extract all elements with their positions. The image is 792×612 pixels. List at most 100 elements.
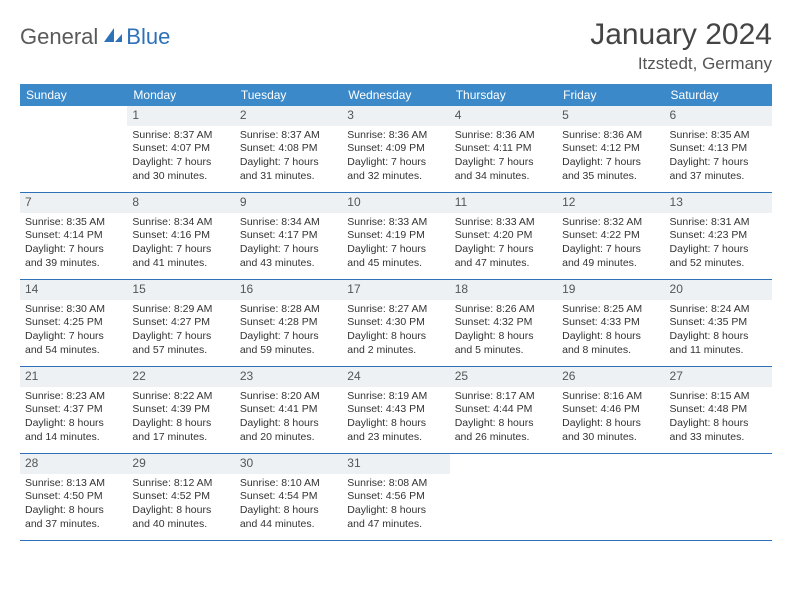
day-line: Sunrise: 8:17 AM: [455, 390, 552, 404]
day-line: Sunset: 4:35 PM: [670, 316, 767, 330]
week-row: 21Sunrise: 8:23 AMSunset: 4:37 PMDayligh…: [20, 367, 772, 454]
day-line: Sunrise: 8:08 AM: [347, 477, 444, 491]
day-line: and 23 minutes.: [347, 431, 444, 445]
day-line: and 35 minutes.: [562, 170, 659, 184]
day-line: and 40 minutes.: [132, 518, 229, 532]
day-content: Sunrise: 8:37 AMSunset: 4:07 PMDaylight:…: [127, 129, 234, 189]
day-cell: 26Sunrise: 8:16 AMSunset: 4:46 PMDayligh…: [557, 367, 664, 453]
weekday-label: Friday: [557, 84, 664, 106]
day-content: Sunrise: 8:28 AMSunset: 4:28 PMDaylight:…: [235, 303, 342, 363]
day-line: Sunset: 4:25 PM: [25, 316, 122, 330]
day-line: Daylight: 8 hours: [455, 417, 552, 431]
day-content: Sunrise: 8:36 AMSunset: 4:11 PMDaylight:…: [450, 129, 557, 189]
day-line: Sunset: 4:48 PM: [670, 403, 767, 417]
day-line: Sunrise: 8:37 AM: [240, 129, 337, 143]
day-line: and 54 minutes.: [25, 344, 122, 358]
day-content: Sunrise: 8:37 AMSunset: 4:08 PMDaylight:…: [235, 129, 342, 189]
day-content: Sunrise: 8:35 AMSunset: 4:14 PMDaylight:…: [20, 216, 127, 276]
day-line: Sunrise: 8:15 AM: [670, 390, 767, 404]
day-content: Sunrise: 8:23 AMSunset: 4:37 PMDaylight:…: [20, 390, 127, 450]
day-line: Daylight: 8 hours: [25, 417, 122, 431]
day-content: Sunrise: 8:20 AMSunset: 4:41 PMDaylight:…: [235, 390, 342, 450]
day-line: Sunset: 4:08 PM: [240, 142, 337, 156]
day-content: Sunrise: 8:17 AMSunset: 4:44 PMDaylight:…: [450, 390, 557, 450]
day-number: 10: [342, 193, 449, 213]
day-cell: 1Sunrise: 8:37 AMSunset: 4:07 PMDaylight…: [127, 106, 234, 192]
day-line: Daylight: 8 hours: [670, 330, 767, 344]
day-number: 30: [235, 454, 342, 474]
day-line: Sunset: 4:56 PM: [347, 490, 444, 504]
calendar: Sunday Monday Tuesday Wednesday Thursday…: [20, 84, 772, 541]
day-line: Sunset: 4:11 PM: [455, 142, 552, 156]
day-number: 11: [450, 193, 557, 213]
day-number: 12: [557, 193, 664, 213]
day-line: Sunrise: 8:35 AM: [670, 129, 767, 143]
day-line: and 39 minutes.: [25, 257, 122, 271]
day-number: 4: [450, 106, 557, 126]
day-number: 17: [342, 280, 449, 300]
day-cell: 27Sunrise: 8:15 AMSunset: 4:48 PMDayligh…: [665, 367, 772, 453]
day-line: Daylight: 7 hours: [670, 156, 767, 170]
day-line: and 45 minutes.: [347, 257, 444, 271]
week-row: 14Sunrise: 8:30 AMSunset: 4:25 PMDayligh…: [20, 280, 772, 367]
day-cell: 3Sunrise: 8:36 AMSunset: 4:09 PMDaylight…: [342, 106, 449, 192]
day-number: 3: [342, 106, 449, 126]
month-title: January 2024: [590, 18, 772, 52]
day-cell: 18Sunrise: 8:26 AMSunset: 4:32 PMDayligh…: [450, 280, 557, 366]
day-cell: 7Sunrise: 8:35 AMSunset: 4:14 PMDaylight…: [20, 193, 127, 279]
day-cell: 8Sunrise: 8:34 AMSunset: 4:16 PMDaylight…: [127, 193, 234, 279]
day-number: 5: [557, 106, 664, 126]
day-line: Sunrise: 8:36 AM: [562, 129, 659, 143]
day-line: Daylight: 8 hours: [132, 504, 229, 518]
day-line: and 33 minutes.: [670, 431, 767, 445]
day-line: Sunrise: 8:12 AM: [132, 477, 229, 491]
day-line: Sunset: 4:07 PM: [132, 142, 229, 156]
day-content: Sunrise: 8:34 AMSunset: 4:17 PMDaylight:…: [235, 216, 342, 276]
day-line: Sunrise: 8:36 AM: [455, 129, 552, 143]
day-line: Sunset: 4:46 PM: [562, 403, 659, 417]
day-number: 6: [665, 106, 772, 126]
day-number: 26: [557, 367, 664, 387]
day-content: Sunrise: 8:25 AMSunset: 4:33 PMDaylight:…: [557, 303, 664, 363]
day-line: Sunrise: 8:33 AM: [347, 216, 444, 230]
day-line: and 30 minutes.: [132, 170, 229, 184]
day-cell: 25Sunrise: 8:17 AMSunset: 4:44 PMDayligh…: [450, 367, 557, 453]
day-cell: 9Sunrise: 8:34 AMSunset: 4:17 PMDaylight…: [235, 193, 342, 279]
day-line: and 34 minutes.: [455, 170, 552, 184]
day-line: and 2 minutes.: [347, 344, 444, 358]
logo-text-2: Blue: [126, 24, 170, 50]
logo-sail-icon: [102, 26, 124, 49]
weekday-label: Monday: [127, 84, 234, 106]
day-content: Sunrise: 8:13 AMSunset: 4:50 PMDaylight:…: [20, 477, 127, 537]
day-line: and 43 minutes.: [240, 257, 337, 271]
location: Itzstedt, Germany: [590, 54, 772, 74]
day-content: Sunrise: 8:26 AMSunset: 4:32 PMDaylight:…: [450, 303, 557, 363]
day-line: Sunset: 4:39 PM: [132, 403, 229, 417]
day-line: Sunrise: 8:37 AM: [132, 129, 229, 143]
day-line: Sunset: 4:12 PM: [562, 142, 659, 156]
day-line: Sunset: 4:28 PM: [240, 316, 337, 330]
day-content: Sunrise: 8:27 AMSunset: 4:30 PMDaylight:…: [342, 303, 449, 363]
day-line: Sunrise: 8:24 AM: [670, 303, 767, 317]
day-line: Daylight: 7 hours: [670, 243, 767, 257]
day-line: Daylight: 7 hours: [562, 243, 659, 257]
day-line: Daylight: 7 hours: [132, 330, 229, 344]
day-cell: 17 Sunrise: 8:27 AMSunset: 4:30 PMDayligh…: [342, 280, 449, 366]
day-line: and 11 minutes.: [670, 344, 767, 358]
day-cell: 22Sunrise: 8:22 AMSunset: 4:39 PMDayligh…: [127, 367, 234, 453]
day-cell: [450, 454, 557, 540]
day-content: Sunrise: 8:19 AMSunset: 4:43 PMDaylight:…: [342, 390, 449, 450]
day-cell: [665, 454, 772, 540]
day-line: Sunrise: 8:32 AM: [562, 216, 659, 230]
day-line: and 47 minutes.: [347, 518, 444, 532]
day-content: Sunrise: 8:29 AMSunset: 4:27 PMDaylight:…: [127, 303, 234, 363]
day-number: 22: [127, 367, 234, 387]
day-cell: 2Sunrise: 8:37 AMSunset: 4:08 PMDaylight…: [235, 106, 342, 192]
day-content: Sunrise: 8:32 AMSunset: 4:22 PMDaylight:…: [557, 216, 664, 276]
day-line: Sunset: 4:16 PM: [132, 229, 229, 243]
day-cell: 4 Sunrise: 8:36 AMSunset: 4:11 PMDaylight…: [450, 106, 557, 192]
day-line: and 17 minutes.: [132, 431, 229, 445]
weekday-label: Sunday: [20, 84, 127, 106]
day-number: 20: [665, 280, 772, 300]
day-number: 16: [235, 280, 342, 300]
